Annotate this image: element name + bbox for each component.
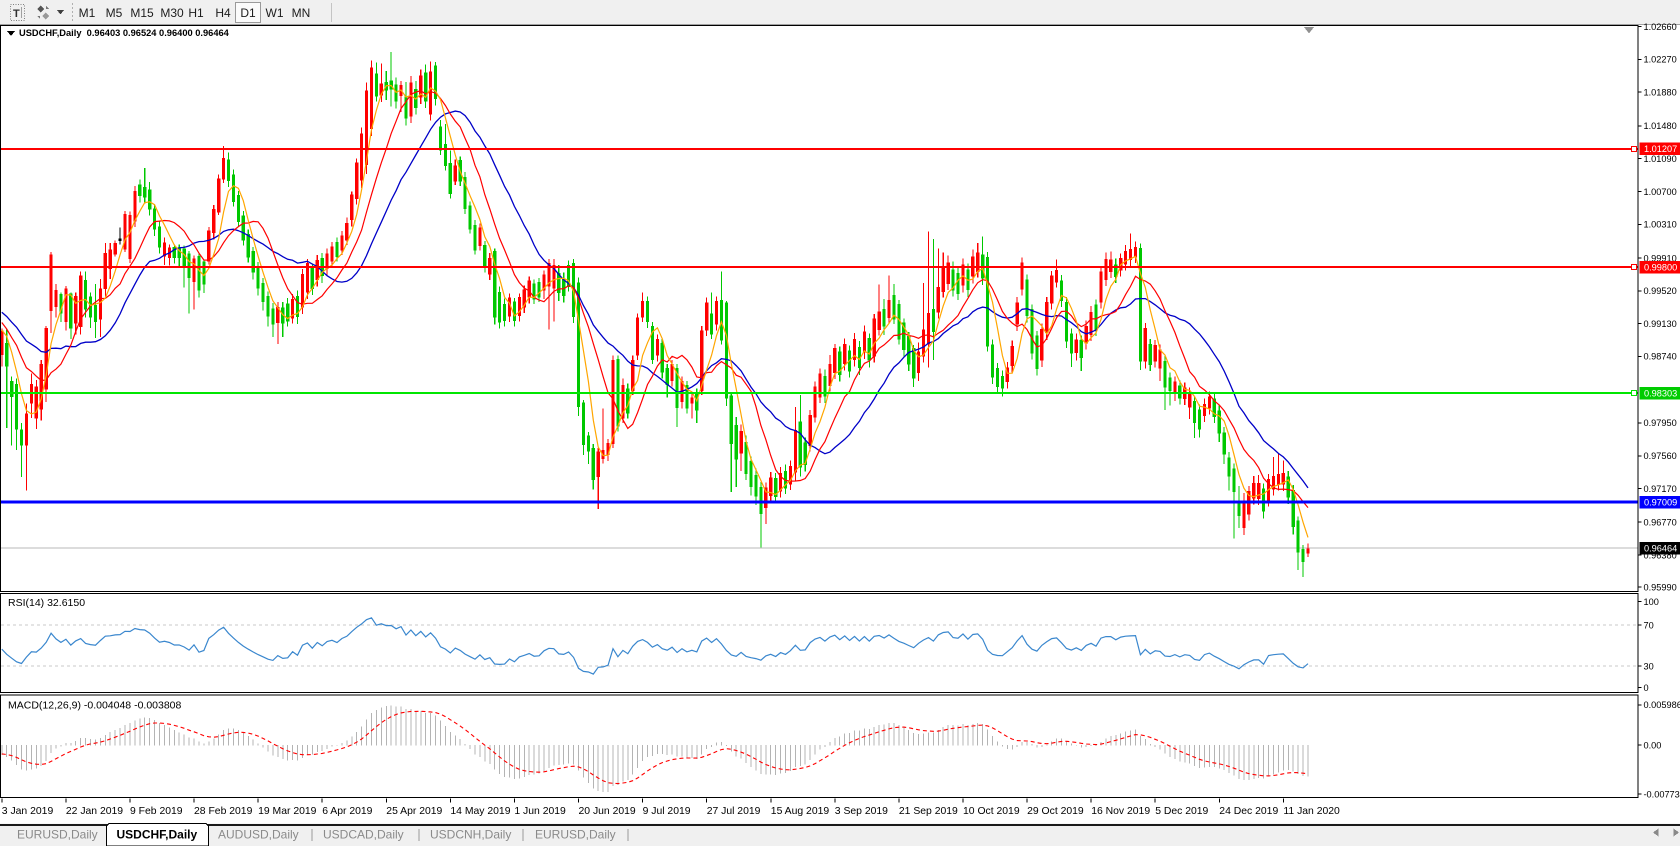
svg-text:D1: D1 (240, 6, 256, 20)
svg-text:0.98740: 0.98740 (1644, 352, 1677, 362)
svg-text:1.01090: 1.01090 (1644, 154, 1677, 164)
svg-text:1 Jun 2019: 1 Jun 2019 (514, 806, 566, 817)
svg-text:T: T (13, 8, 20, 20)
svg-text:0.99520: 0.99520 (1644, 286, 1677, 296)
svg-text:0.96464: 0.96464 (1644, 543, 1677, 553)
svg-text:0.98303: 0.98303 (1644, 389, 1677, 399)
svg-text:27 Jul 2019: 27 Jul 2019 (707, 806, 761, 817)
svg-text:0.96770: 0.96770 (1644, 518, 1677, 528)
svg-text:20 Jun 2019: 20 Jun 2019 (579, 806, 636, 817)
svg-text:0.96380: 0.96380 (1644, 550, 1677, 560)
svg-text:24 Dec 2019: 24 Dec 2019 (1219, 806, 1278, 817)
svg-text:1.02660: 1.02660 (1644, 22, 1677, 32)
svg-text:-0.007732: -0.007732 (1644, 789, 1680, 799)
svg-text:RSI(14) 32.6150: RSI(14) 32.6150 (8, 597, 85, 609)
svg-text:1.01480: 1.01480 (1644, 121, 1677, 131)
svg-text:6 Apr 2019: 6 Apr 2019 (322, 806, 372, 817)
svg-text:14 May 2019: 14 May 2019 (450, 806, 510, 817)
svg-text:28 Feb 2019: 28 Feb 2019 (194, 806, 253, 817)
svg-text:1.00700: 1.00700 (1644, 187, 1677, 197)
svg-text:0.95990: 0.95990 (1644, 582, 1677, 592)
svg-text:21 Sep 2019: 21 Sep 2019 (899, 806, 958, 817)
svg-text:USDCNH,Daily: USDCNH,Daily (430, 828, 511, 842)
svg-text:0.99910: 0.99910 (1644, 253, 1677, 263)
svg-text:M15: M15 (130, 6, 154, 20)
svg-text:10 Oct 2019: 10 Oct 2019 (963, 806, 1020, 817)
svg-text:MACD(12,26,9) -0.004048 -0.003: MACD(12,26,9) -0.004048 -0.003808 (8, 700, 182, 712)
svg-text:M5: M5 (106, 6, 123, 20)
svg-text:3 Sep 2019: 3 Sep 2019 (835, 806, 888, 817)
svg-text:AUDUSD,Daily: AUDUSD,Daily (218, 828, 299, 842)
svg-text:9 Feb 2019: 9 Feb 2019 (130, 806, 183, 817)
svg-text:25 Apr 2019: 25 Apr 2019 (386, 806, 442, 817)
svg-text:0.97560: 0.97560 (1644, 451, 1677, 461)
svg-text:1.02270: 1.02270 (1644, 55, 1677, 65)
svg-text:16 Nov 2019: 16 Nov 2019 (1091, 806, 1150, 817)
svg-text:USDCHF,Daily: USDCHF,Daily (117, 828, 198, 842)
svg-text:USDCAD,Daily: USDCAD,Daily (323, 828, 404, 842)
svg-text:0.97950: 0.97950 (1644, 418, 1677, 428)
svg-text:0: 0 (1644, 683, 1649, 693)
svg-text:22 Jan 2019: 22 Jan 2019 (66, 806, 123, 817)
svg-text:W1: W1 (266, 6, 284, 20)
svg-text:0.99800: 0.99800 (1644, 263, 1677, 273)
svg-text:1.01207: 1.01207 (1644, 144, 1677, 154)
svg-text:70: 70 (1644, 620, 1654, 630)
svg-text:M1: M1 (79, 6, 96, 20)
svg-text:0.005986: 0.005986 (1644, 700, 1680, 710)
svg-text:0.97009: 0.97009 (1644, 498, 1677, 508)
svg-text:19 Mar 2019: 19 Mar 2019 (258, 806, 317, 817)
svg-text:15 Aug 2019: 15 Aug 2019 (771, 806, 830, 817)
svg-text:M30: M30 (160, 6, 184, 20)
svg-text:5 Dec 2019: 5 Dec 2019 (1155, 806, 1208, 817)
svg-text:MN: MN (292, 6, 311, 20)
svg-text:100: 100 (1644, 597, 1659, 607)
svg-text:USDCHF,Daily 0.96403 0.96524: USDCHF,Daily 0.96403 0.96524 0.96400 0.9… (19, 28, 230, 38)
svg-text:3 Jan 2019: 3 Jan 2019 (2, 806, 54, 817)
svg-text:EURUSD,Daily: EURUSD,Daily (17, 828, 98, 842)
svg-text:H1: H1 (188, 6, 204, 20)
svg-text:1.00310: 1.00310 (1644, 220, 1677, 230)
svg-text:29 Oct 2019: 29 Oct 2019 (1027, 806, 1084, 817)
svg-text:30: 30 (1644, 661, 1654, 671)
svg-text:H4: H4 (215, 6, 231, 20)
svg-text:11 Jan 2020: 11 Jan 2020 (1283, 806, 1340, 817)
svg-text:1.01880: 1.01880 (1644, 88, 1677, 98)
svg-text:0.99130: 0.99130 (1644, 319, 1677, 329)
svg-text:EURUSD,Daily: EURUSD,Daily (535, 828, 616, 842)
svg-text:0.00: 0.00 (1644, 740, 1662, 750)
svg-text:0.97170: 0.97170 (1644, 484, 1677, 494)
svg-text:9 Jul 2019: 9 Jul 2019 (643, 806, 691, 817)
